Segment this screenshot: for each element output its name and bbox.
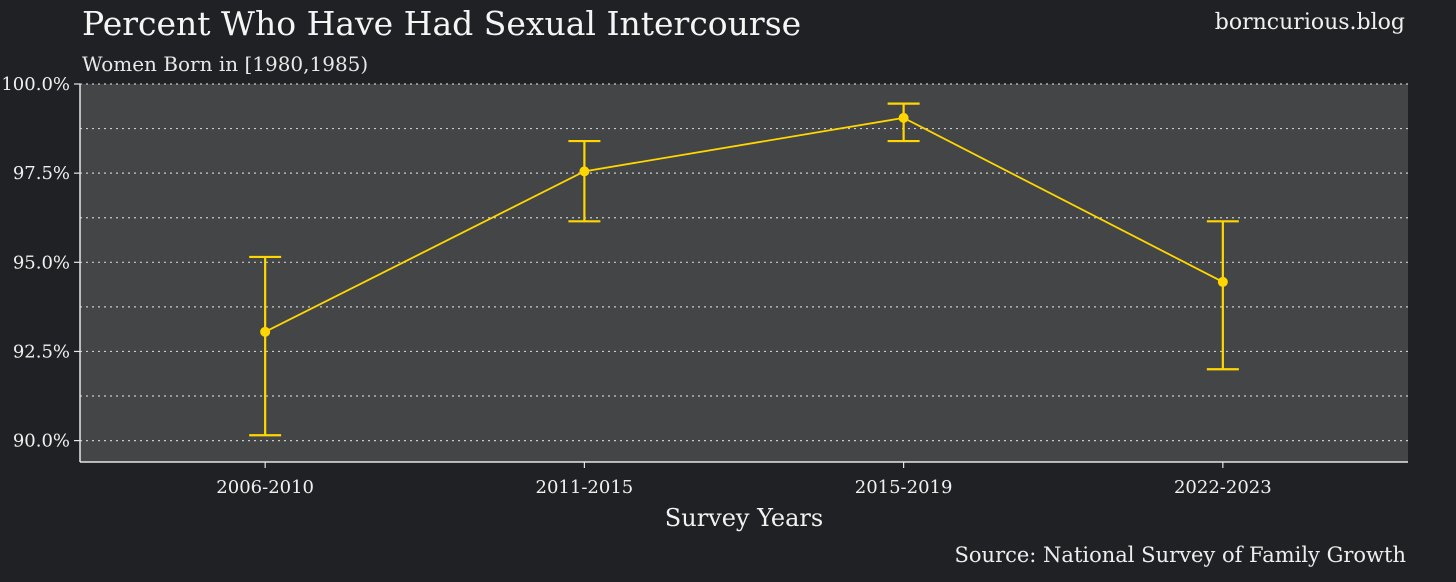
data-point [260,326,271,337]
axes: 90.0% 92.5% 95.0% 97.5% 100.0% 2006-2010 2011-… [1,74,1408,498]
y-tick-label: 90.0% [13,431,70,452]
series-line [264,116,1224,333]
x-tick-label: 2006-2010 [216,477,314,498]
chart-subtitle: Women Born in [1980,1985) [82,52,369,76]
y-tick-label: 95.0% [13,252,70,273]
plot-panel [80,84,1408,462]
chart-title: Percent Who Have Had Sexual Intercourse [82,4,802,43]
y-tick-label: 97.5% [13,163,70,184]
x-tick-label: 2022-2023 [1174,477,1272,498]
y-tick-label: 92.5% [13,341,70,362]
x-tick-label: 2011-2015 [536,477,634,498]
y-tick-label: 100.0% [1,74,70,95]
data-point [579,166,590,177]
x-tick-label: 2015-2019 [855,477,953,498]
data-point [1217,276,1228,287]
data-point [898,112,909,123]
source-caption: Source: National Survey of Family Growth [954,543,1406,567]
blog-watermark: borncurious.blog [1214,10,1405,35]
series-layer [249,102,1239,437]
x-axis-title: Survey Years [665,504,823,532]
